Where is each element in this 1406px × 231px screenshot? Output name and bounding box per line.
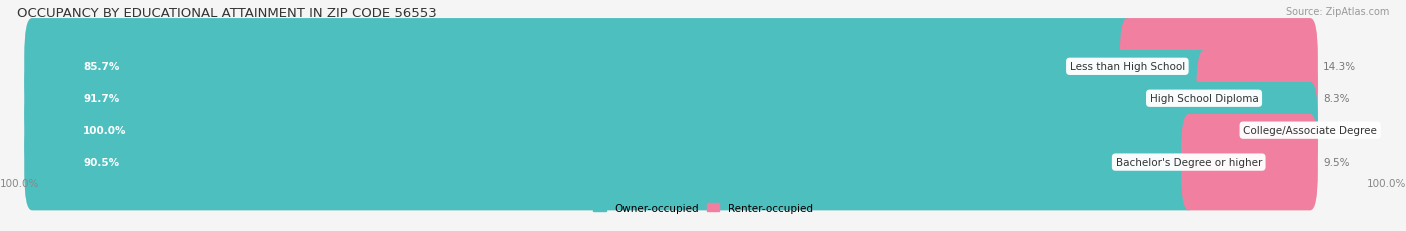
Text: 90.5%: 90.5% <box>83 157 120 167</box>
Text: 91.7%: 91.7% <box>83 94 120 104</box>
FancyBboxPatch shape <box>24 83 1317 179</box>
FancyBboxPatch shape <box>24 19 1135 115</box>
Text: 100.0%: 100.0% <box>1367 179 1406 188</box>
Text: OCCUPANCY BY EDUCATIONAL ATTAINMENT IN ZIP CODE 56553: OCCUPANCY BY EDUCATIONAL ATTAINMENT IN Z… <box>17 7 437 20</box>
Text: 100.0%: 100.0% <box>0 179 39 188</box>
FancyBboxPatch shape <box>24 114 1317 210</box>
Legend: Owner-occupied, Renter-occupied: Owner-occupied, Renter-occupied <box>589 198 817 217</box>
FancyBboxPatch shape <box>24 19 1317 115</box>
Text: 8.3%: 8.3% <box>1323 94 1350 104</box>
FancyBboxPatch shape <box>24 114 1197 210</box>
Text: Less than High School: Less than High School <box>1070 62 1185 72</box>
FancyBboxPatch shape <box>24 51 1212 147</box>
Text: 0.0%: 0.0% <box>1323 126 1350 136</box>
Text: College/Associate Degree: College/Associate Degree <box>1243 126 1376 136</box>
FancyBboxPatch shape <box>1197 51 1317 147</box>
Text: High School Diploma: High School Diploma <box>1150 94 1258 104</box>
Text: 9.5%: 9.5% <box>1323 157 1350 167</box>
FancyBboxPatch shape <box>24 83 1317 179</box>
FancyBboxPatch shape <box>1181 114 1317 210</box>
Text: Source: ZipAtlas.com: Source: ZipAtlas.com <box>1285 7 1389 17</box>
Text: Bachelor's Degree or higher: Bachelor's Degree or higher <box>1115 157 1263 167</box>
FancyBboxPatch shape <box>1119 19 1317 115</box>
Text: 85.7%: 85.7% <box>83 62 120 72</box>
Text: 14.3%: 14.3% <box>1323 62 1355 72</box>
Text: 100.0%: 100.0% <box>83 126 127 136</box>
FancyBboxPatch shape <box>24 51 1317 147</box>
